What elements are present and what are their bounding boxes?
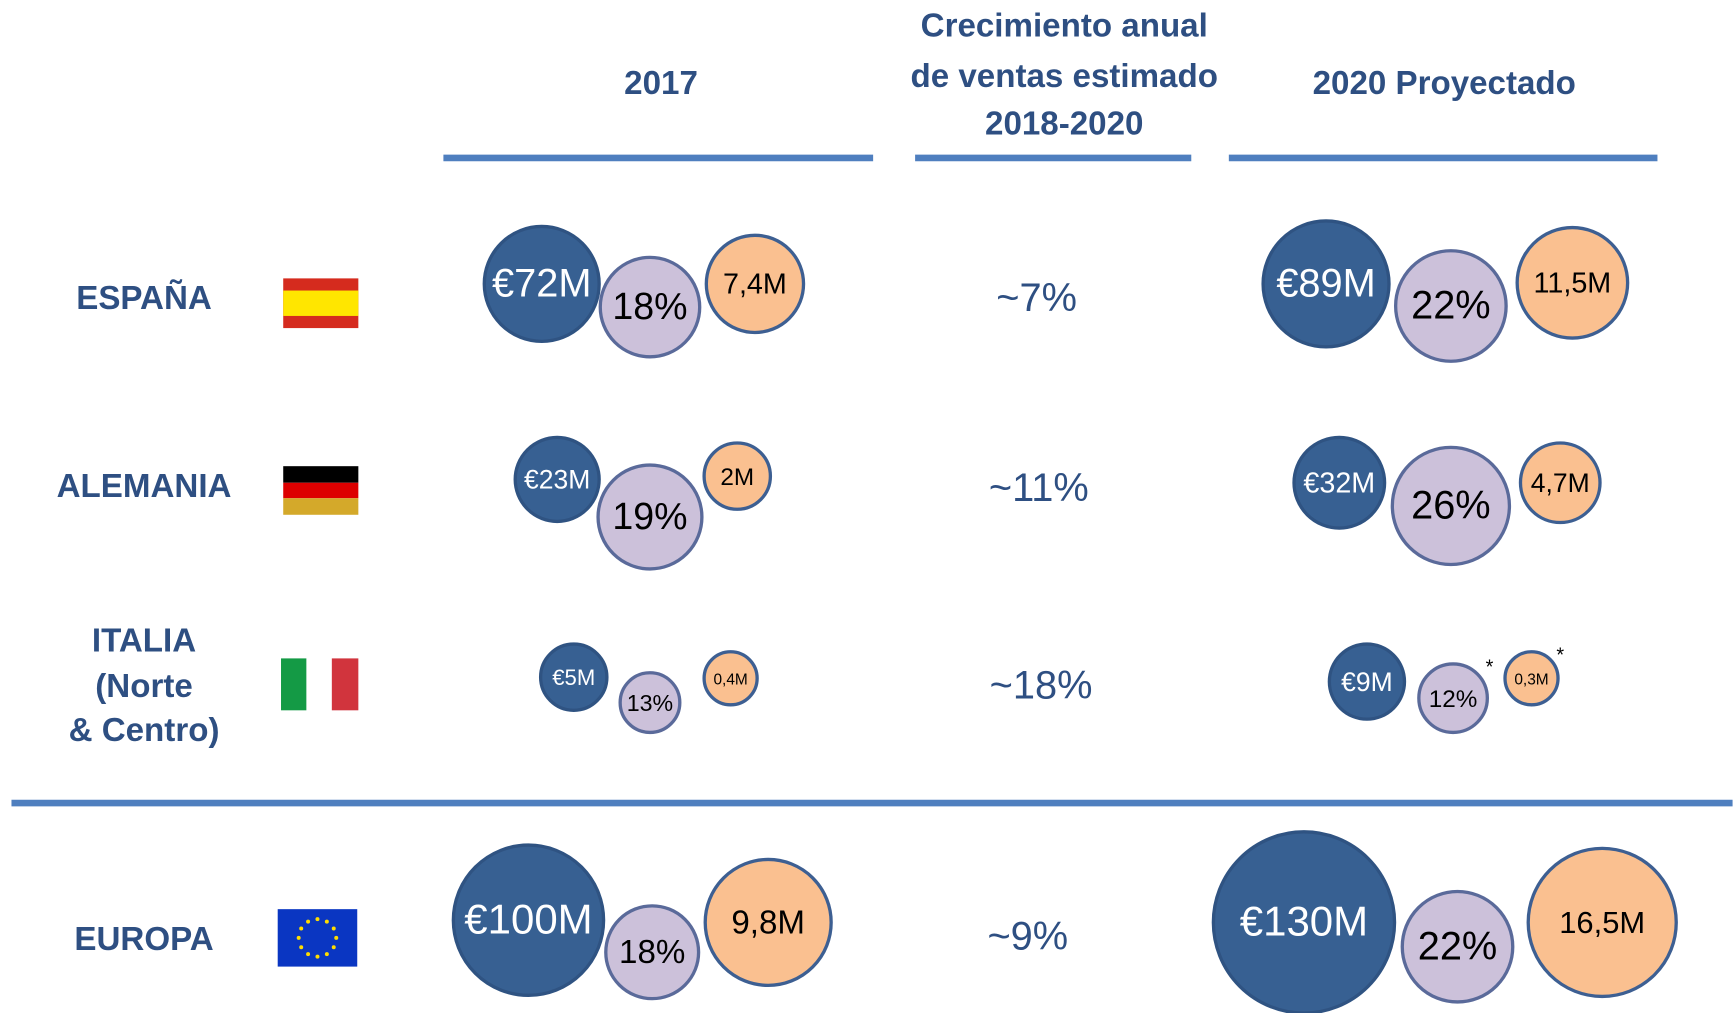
bubble-label: 11,5M: [1534, 268, 1612, 300]
bubble-label: 13%: [627, 690, 673, 716]
bubble: [596, 463, 704, 571]
header-growth: Crecimiento anual: [921, 7, 1208, 44]
bubble-label: 12%: [1429, 686, 1478, 713]
star: [324, 919, 329, 924]
star: [306, 952, 311, 957]
star: [331, 926, 336, 931]
bubble: [482, 224, 601, 344]
bubble: [618, 671, 682, 735]
bubble: [704, 233, 806, 335]
country-label: ESPAÑA: [76, 279, 212, 317]
flag-italy: [281, 658, 359, 711]
header-growth: de ventas estimado: [911, 58, 1218, 95]
bubble: [1327, 642, 1407, 721]
country-label: ITALIA: [92, 623, 196, 660]
bubble: [1261, 219, 1391, 349]
bubble-label: €130M: [1240, 898, 1368, 945]
bubble: [1417, 662, 1489, 735]
bubble: [1390, 445, 1512, 567]
star: [299, 945, 304, 950]
bubble-label: 4,7M: [1531, 468, 1590, 498]
country-label: EUROPA: [74, 921, 213, 958]
country-label: (Norte: [95, 668, 193, 705]
bubble-label: 22%: [1411, 284, 1491, 328]
bubble: [1518, 441, 1602, 525]
bubble-label: 2M: [720, 464, 754, 491]
bubble: [1503, 650, 1560, 707]
star: [306, 919, 311, 924]
bubble-label: €72M: [492, 262, 591, 306]
growth-value: ~18%: [990, 664, 1093, 708]
growth-value: ~7%: [996, 276, 1077, 320]
bubble-label: 19%: [612, 495, 687, 537]
flag-eu: [277, 909, 358, 967]
bubble-label: 26%: [1411, 484, 1491, 528]
bubble: [1400, 889, 1515, 1004]
bubble-label: €89M: [1276, 262, 1375, 306]
bubble: [1393, 249, 1508, 363]
bubble-label: €23M: [524, 465, 590, 495]
header-growth: 2018-2020: [985, 106, 1143, 143]
growth-value: ~9%: [987, 914, 1068, 958]
star: [334, 935, 339, 940]
header-2017: 2017: [624, 65, 698, 102]
country-label: & Centro): [69, 712, 220, 749]
star: [315, 954, 320, 959]
bubble: [598, 255, 702, 359]
bubble-label: €5M: [552, 665, 595, 690]
bubble-label: 18%: [619, 934, 685, 971]
bubble-label: 0,4M: [713, 672, 747, 689]
bubble: [1526, 846, 1678, 999]
bubble-label: €32M: [1303, 468, 1375, 500]
bubble-label: 16,5M: [1559, 905, 1645, 940]
bubble: [451, 843, 606, 997]
bubble-label: 7,4M: [723, 269, 787, 301]
growth-value: ~11%: [989, 466, 1089, 510]
bubble: [538, 642, 609, 712]
star: [331, 945, 336, 950]
bubble: [513, 435, 601, 524]
flag-germany: [283, 466, 359, 515]
bubble: [702, 441, 773, 511]
flag-spain: [283, 278, 359, 329]
bubble-label: 18%: [612, 285, 687, 327]
bubble: [1211, 830, 1397, 1013]
header-2020: 2020 Proyectado: [1313, 65, 1576, 102]
bubble-label: 0,3M: [1514, 672, 1548, 689]
star: [296, 935, 301, 940]
bubble-label: €100M: [464, 896, 592, 943]
bubble-label: 9,8M: [731, 904, 805, 941]
footnote-mark: *: [1486, 657, 1494, 679]
footnote-mark: *: [1556, 644, 1564, 666]
bubble: [703, 857, 833, 988]
country-label: ALEMANIA: [57, 468, 232, 505]
bubble: [604, 904, 701, 1001]
bubble-label: €9M: [1341, 667, 1393, 697]
bubble: [1292, 435, 1387, 530]
bubble-label: 22%: [1418, 924, 1498, 968]
star: [324, 952, 329, 957]
star: [315, 917, 320, 922]
bubble: [1515, 225, 1630, 340]
bubble: [702, 650, 759, 707]
star: [299, 926, 304, 931]
